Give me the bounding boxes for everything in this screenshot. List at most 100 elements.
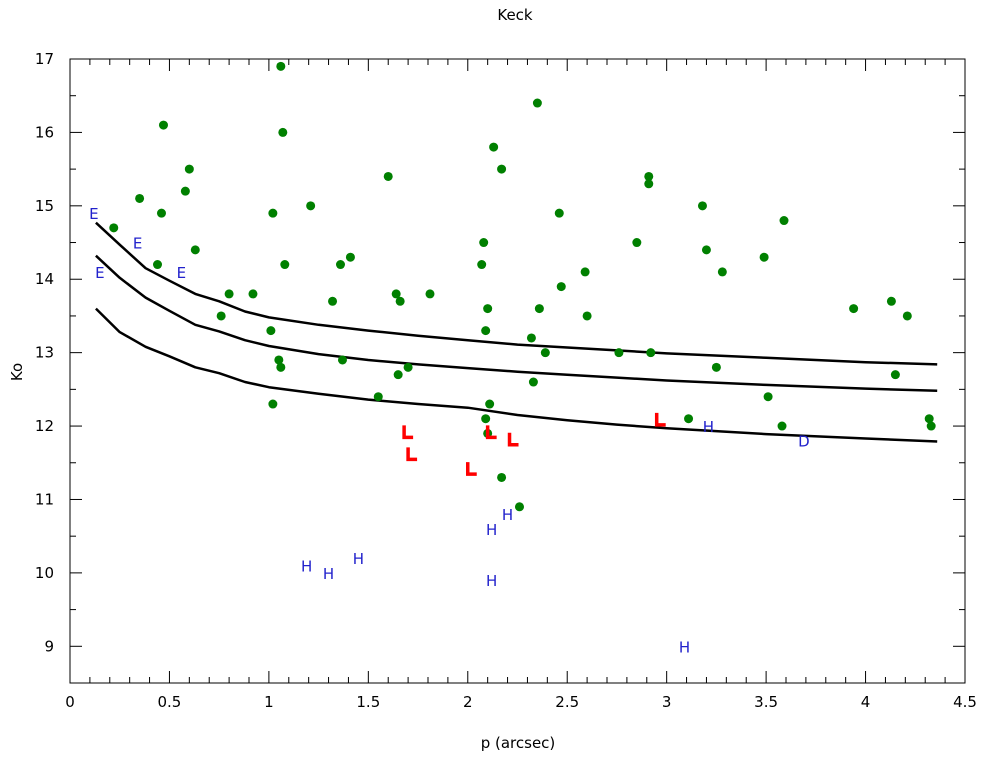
data-point xyxy=(109,223,119,233)
x-tick-label: 2.5 xyxy=(555,693,579,711)
data-point xyxy=(644,179,654,189)
data-point xyxy=(534,304,544,314)
x-tick-label: 2 xyxy=(463,693,473,711)
data-point xyxy=(403,362,413,372)
data-point xyxy=(644,171,654,181)
letter-marker-h: H xyxy=(486,521,497,539)
data-point xyxy=(485,399,495,409)
x-tick-label: 4.5 xyxy=(953,693,977,711)
data-point xyxy=(886,296,896,306)
x-tick-label: 1.5 xyxy=(356,693,380,711)
data-point xyxy=(924,414,934,424)
data-point xyxy=(777,421,787,431)
l-marker xyxy=(654,412,666,427)
data-point xyxy=(556,282,566,292)
data-point xyxy=(483,304,493,314)
data-point xyxy=(779,216,789,226)
data-point xyxy=(335,260,345,270)
y-axis-label: Ko xyxy=(8,363,26,381)
data-point xyxy=(514,502,524,512)
data-point xyxy=(224,289,234,299)
limit-curve-1 xyxy=(95,221,938,366)
l-marker xyxy=(485,425,497,440)
letter-marker-h: H xyxy=(502,506,513,524)
data-point xyxy=(391,289,401,299)
data-point xyxy=(849,304,859,314)
data-point xyxy=(345,252,355,262)
letter-marker-h: H xyxy=(703,418,714,436)
data-point xyxy=(268,399,278,409)
limit-curve-2 xyxy=(95,254,938,393)
limit-curve-3 xyxy=(95,307,938,443)
data-point xyxy=(276,362,286,372)
y-tick-label: 13 xyxy=(35,344,54,362)
x-tick-label: 3 xyxy=(662,693,672,711)
l-marker xyxy=(406,447,418,462)
data-point xyxy=(717,267,727,277)
letter-marker-e: E xyxy=(177,264,186,282)
data-point xyxy=(497,472,507,482)
data-point xyxy=(554,208,564,218)
data-point xyxy=(711,362,721,372)
letter-marker-d: D xyxy=(798,433,810,451)
x-tick-label: 3.5 xyxy=(754,693,778,711)
y-tick-label: 11 xyxy=(35,490,54,508)
y-tick-label: 12 xyxy=(35,417,54,435)
data-point xyxy=(540,348,550,358)
letter-marker-h: H xyxy=(353,550,364,568)
data-point xyxy=(190,245,200,255)
y-tick-label: 16 xyxy=(35,123,54,141)
data-point xyxy=(532,98,542,108)
data-point xyxy=(266,326,276,336)
data-point xyxy=(158,120,168,130)
data-point xyxy=(697,201,707,211)
data-point xyxy=(306,201,316,211)
x-tick-label: 0 xyxy=(65,693,75,711)
data-point xyxy=(763,392,773,402)
x-tick-label: 4 xyxy=(861,693,871,711)
letter-marker-h: H xyxy=(301,558,312,576)
plot-frame xyxy=(69,58,966,684)
l-markers xyxy=(402,412,666,476)
data-point xyxy=(278,127,288,137)
l-marker xyxy=(402,425,414,440)
x-tick-label: 0.5 xyxy=(158,693,182,711)
data-point xyxy=(481,326,491,336)
data-point xyxy=(526,333,536,343)
l-marker xyxy=(507,432,519,447)
letter-marker-e: E xyxy=(89,205,98,223)
data-point xyxy=(646,348,656,358)
data-point xyxy=(759,252,769,262)
data-point xyxy=(373,392,383,402)
data-point xyxy=(902,311,912,321)
data-point xyxy=(337,355,347,365)
data-point xyxy=(156,208,166,218)
y-tick-label: 14 xyxy=(35,270,54,288)
data-point xyxy=(890,370,900,380)
data-point xyxy=(489,142,499,152)
data-point xyxy=(135,193,145,203)
x-tick-label: 1 xyxy=(264,693,274,711)
y-tick-label: 17 xyxy=(35,50,54,68)
letter-marker-h: H xyxy=(679,638,690,656)
data-point xyxy=(153,260,163,270)
data-point xyxy=(280,260,290,270)
data-point xyxy=(528,377,538,387)
data-point xyxy=(268,208,278,218)
data-point xyxy=(393,370,403,380)
data-point xyxy=(216,311,226,321)
letter-marker-e: E xyxy=(95,264,104,282)
data-point xyxy=(684,414,694,424)
data-point xyxy=(248,289,258,299)
data-point xyxy=(477,260,487,270)
data-point xyxy=(383,171,393,181)
data-point xyxy=(497,164,507,174)
y-tick-label: 9 xyxy=(44,637,54,655)
data-point xyxy=(926,421,936,431)
data-point xyxy=(582,311,592,321)
data-point xyxy=(701,245,711,255)
letter-marker-h: H xyxy=(323,565,334,583)
axes: 0 0.5 1 1.5 2 2.5 3 3.5 4 4.5 9 10 11 12 13 14 15 16 17 xyxy=(35,50,977,711)
x-axis-label: p (arcsec) xyxy=(481,734,556,752)
